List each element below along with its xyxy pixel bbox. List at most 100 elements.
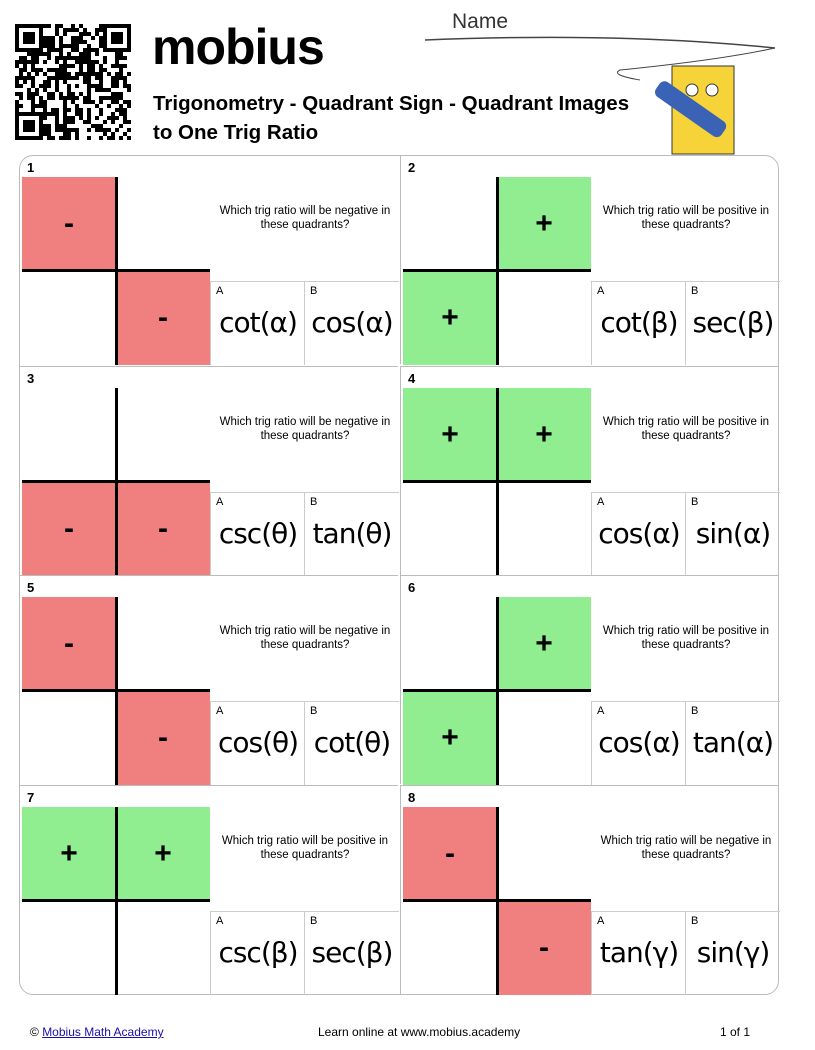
qr-module <box>75 112 79 116</box>
qr-module <box>27 88 31 92</box>
qr-module <box>19 72 23 76</box>
problem-number: 7 <box>27 789 35 805</box>
qr-module <box>63 104 67 108</box>
qr-module <box>75 104 79 108</box>
qr-module <box>55 112 59 116</box>
qr-module <box>91 36 95 40</box>
qr-module <box>107 96 111 100</box>
qr-module <box>99 28 103 32</box>
qr-module <box>67 72 71 76</box>
qr-module <box>47 84 51 88</box>
option-text: tan(α) <box>692 726 774 759</box>
qr-module <box>59 96 63 100</box>
qr-module <box>43 40 47 44</box>
qr-module <box>95 28 99 32</box>
qr-module <box>63 64 67 68</box>
qr-code <box>15 24 131 140</box>
qr-module <box>75 108 79 112</box>
qr-module <box>115 108 119 112</box>
qr-module <box>111 112 115 116</box>
qr-module <box>95 32 99 36</box>
qr-module <box>47 24 51 28</box>
qr-module <box>119 124 123 128</box>
qr-module <box>71 120 75 124</box>
qr-module <box>47 92 51 96</box>
qr-module <box>115 52 119 56</box>
question: Which trig ratio will be positive in the… <box>602 625 770 651</box>
qr-module <box>87 112 91 116</box>
qr-module <box>79 60 83 64</box>
qr-module <box>87 56 91 60</box>
qr-module <box>91 100 95 104</box>
quadrant <box>116 177 210 271</box>
qr-module <box>67 120 71 124</box>
qr-module <box>75 128 79 132</box>
qr-module <box>71 92 75 96</box>
qr-module <box>43 88 47 92</box>
qr-module <box>87 88 91 92</box>
qr-module <box>63 72 67 76</box>
qr-module <box>39 96 43 100</box>
qr-module <box>111 32 123 44</box>
option-text: sec(β) <box>311 935 394 969</box>
qr-module <box>111 80 115 84</box>
qr-module <box>71 48 75 52</box>
qr-module <box>95 72 99 76</box>
qr-module <box>103 128 107 132</box>
qr-module <box>123 132 127 136</box>
qr-module <box>59 76 63 80</box>
qr-module <box>67 88 71 92</box>
x-axis <box>403 689 591 692</box>
qr-module <box>79 116 83 120</box>
option-text: sin(γ) <box>696 935 771 969</box>
qr-module <box>67 128 71 132</box>
qr-module <box>43 116 47 120</box>
qr-module <box>31 96 35 100</box>
qr-module <box>55 48 59 52</box>
option-letter: B <box>310 495 318 508</box>
qr-module <box>19 84 23 88</box>
qr-module <box>31 104 35 108</box>
copyright: © Mobius Math Academy <box>30 1025 164 1039</box>
qr-module <box>43 60 47 64</box>
qr-module <box>79 92 83 96</box>
qr-module <box>55 24 59 28</box>
qr-module <box>99 80 103 84</box>
decoration <box>424 36 776 155</box>
qr-module <box>83 96 87 100</box>
question: Which trig ratio will be negative in the… <box>219 205 391 231</box>
x-axis <box>22 479 210 483</box>
qr-module <box>83 28 87 32</box>
qr-module <box>23 60 27 64</box>
qr-module <box>111 136 115 140</box>
footer-link[interactable]: Mobius Math Academy <box>42 1025 164 1039</box>
quadrant: + <box>403 271 497 365</box>
qr-module <box>19 60 23 64</box>
qr-module <box>63 44 67 48</box>
qr-module <box>119 108 123 112</box>
qr-module <box>63 32 67 36</box>
quadrant <box>22 901 116 995</box>
qr-module <box>107 72 111 76</box>
qr-module <box>15 108 19 112</box>
option-text: tan(θ) <box>312 516 393 550</box>
option-letter: A <box>597 914 605 927</box>
qr-module <box>67 108 71 112</box>
qr-module <box>55 28 59 32</box>
x-axis <box>22 898 210 902</box>
qr-module <box>51 76 55 80</box>
qr-module <box>71 128 75 132</box>
qr-module <box>31 84 35 88</box>
qr-module <box>59 24 63 28</box>
qr-module <box>115 84 119 88</box>
quadrant <box>497 271 591 365</box>
qr-module <box>75 28 79 32</box>
qr-module <box>63 100 67 104</box>
qr-module <box>75 48 79 52</box>
option-letter: B <box>310 705 318 717</box>
